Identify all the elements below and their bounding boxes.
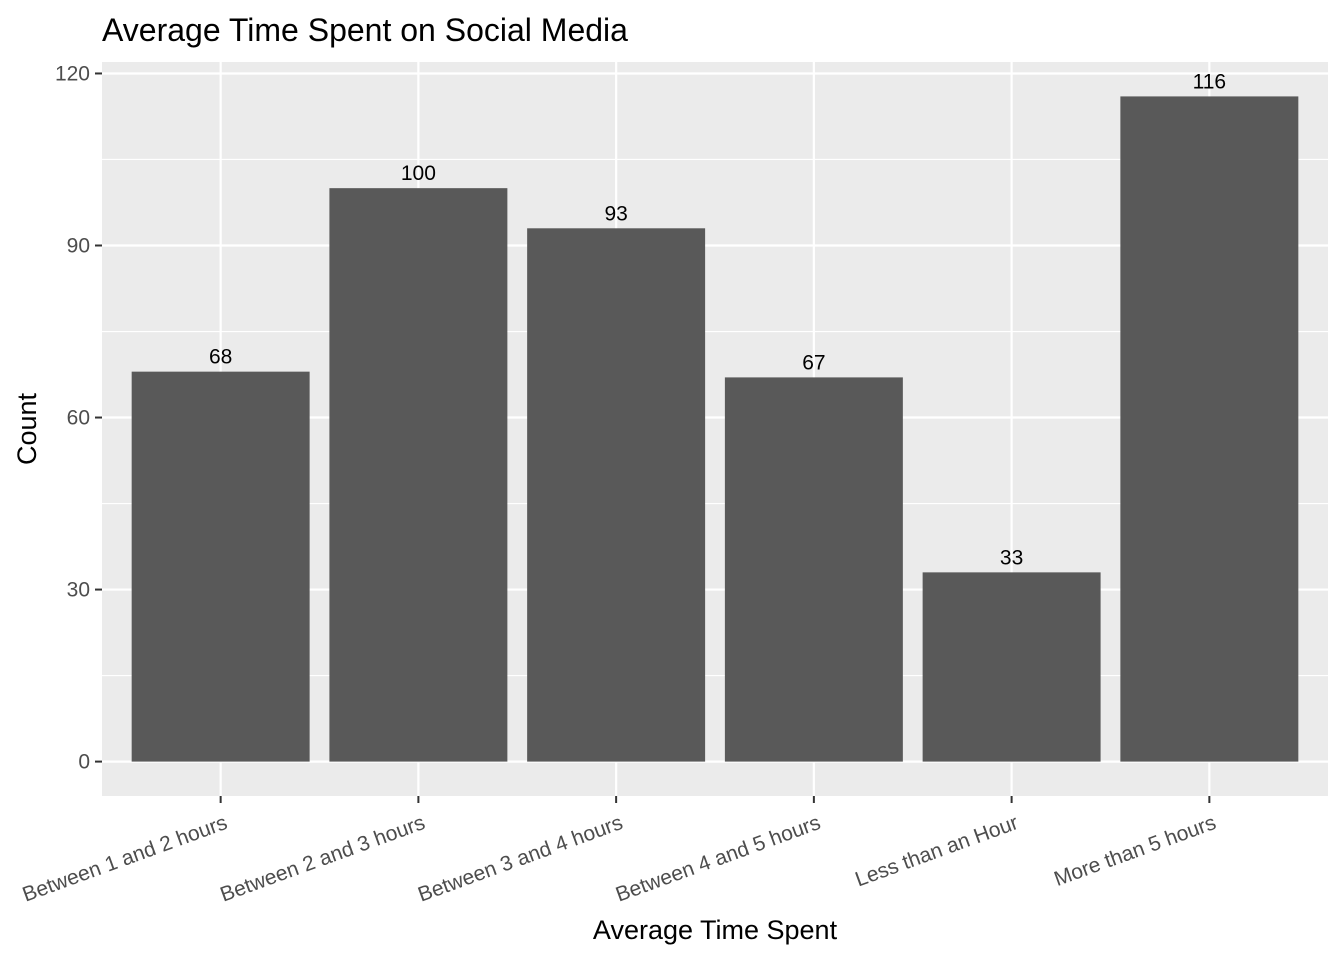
y-tick-label: 0 bbox=[78, 751, 90, 774]
x-tick-label: Between 2 and 3 hours bbox=[217, 811, 428, 906]
chart-title: Average Time Spent on Social Media bbox=[102, 12, 628, 48]
bar-value-label: 116 bbox=[1193, 70, 1226, 93]
y-axis: 0 30 60 90 120 bbox=[55, 62, 102, 774]
x-axis-title: Average Time Spent bbox=[593, 915, 838, 945]
x-tick-label: More than 5 hours bbox=[1051, 811, 1219, 891]
bar-value-labels: 68 100 93 67 33 116 bbox=[209, 70, 1226, 569]
y-tick-label: 120 bbox=[55, 62, 90, 85]
bar-value-label: 68 bbox=[209, 346, 232, 369]
bar bbox=[329, 188, 508, 762]
x-tick-label: Between 3 and 4 hours bbox=[415, 811, 626, 906]
bars bbox=[131, 96, 1299, 762]
y-tick-label: 30 bbox=[67, 579, 90, 602]
x-tick-label: Less than an Hour bbox=[852, 811, 1021, 891]
bar-value-label: 100 bbox=[401, 162, 436, 185]
y-axis-title: Count bbox=[12, 392, 42, 465]
bar bbox=[131, 371, 310, 762]
x-tick-label: Between 1 and 2 hours bbox=[20, 811, 231, 906]
bar bbox=[1120, 96, 1299, 762]
bar-value-label: 33 bbox=[1000, 546, 1023, 569]
bar bbox=[922, 572, 1101, 762]
bar bbox=[527, 228, 706, 762]
y-tick-label: 90 bbox=[67, 235, 90, 258]
x-tick-label: Between 4 and 5 hours bbox=[613, 811, 824, 906]
bar-value-label: 67 bbox=[802, 351, 825, 374]
bar bbox=[724, 377, 903, 762]
bar-value-label: 93 bbox=[604, 202, 627, 225]
y-tick-label: 60 bbox=[67, 407, 90, 430]
